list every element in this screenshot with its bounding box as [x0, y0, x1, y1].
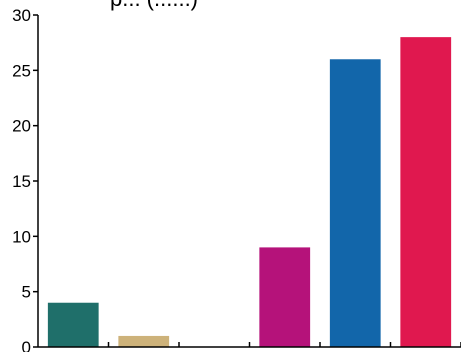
- chart-title-fragment: p... (......): [110, 0, 198, 11]
- bars-layer: [47, 37, 452, 348]
- y-tick-label: 0: [22, 338, 31, 352]
- bar: [118, 335, 170, 347]
- y-tick-label: 10: [12, 227, 31, 246]
- y-tick-label: 15: [12, 172, 31, 191]
- bar: [329, 59, 381, 348]
- axis-layer: 0 5 10 15 20 25 30: [12, 6, 461, 352]
- bar: [259, 247, 311, 347]
- y-tick-label: 30: [12, 6, 31, 25]
- bar: [400, 37, 452, 348]
- bar: [47, 302, 99, 347]
- y-tick-label: 25: [12, 61, 31, 80]
- y-tick-label: 5: [22, 283, 31, 302]
- y-tick-label: 20: [12, 117, 31, 136]
